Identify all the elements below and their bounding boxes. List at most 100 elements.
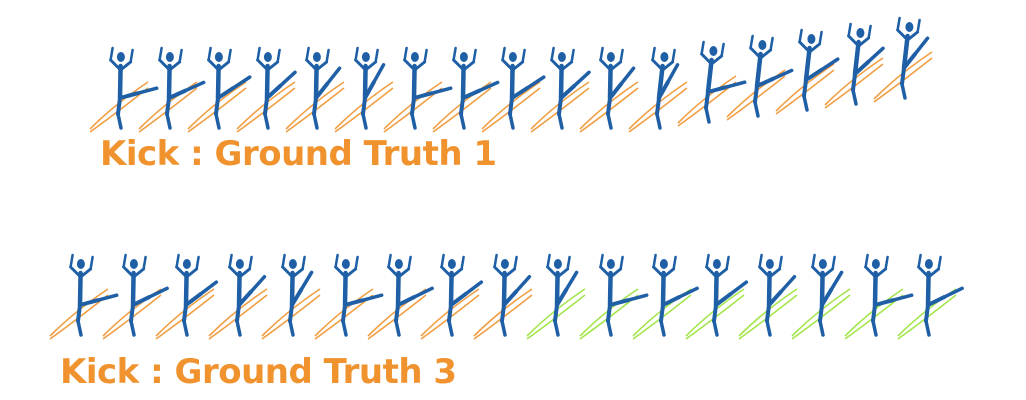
limb bbox=[896, 28, 910, 42]
limb bbox=[884, 255, 889, 271]
limb bbox=[344, 267, 358, 279]
limb bbox=[387, 265, 401, 279]
limb bbox=[608, 81, 624, 100]
limb bbox=[129, 48, 134, 64]
stick-figure bbox=[261, 253, 321, 340]
limb bbox=[758, 253, 763, 269]
limb bbox=[228, 265, 242, 279]
limb bbox=[397, 267, 411, 279]
limb bbox=[394, 319, 401, 337]
head bbox=[214, 52, 223, 62]
limb bbox=[511, 60, 525, 72]
limb bbox=[216, 86, 236, 100]
limb bbox=[493, 253, 498, 269]
head bbox=[508, 52, 517, 62]
limb bbox=[818, 30, 823, 46]
limb bbox=[312, 112, 319, 130]
limb bbox=[76, 319, 83, 337]
head bbox=[660, 52, 669, 62]
limb bbox=[450, 267, 464, 279]
limb bbox=[363, 80, 376, 100]
limb bbox=[570, 48, 575, 64]
limb bbox=[256, 58, 270, 72]
limb bbox=[857, 36, 871, 48]
stick-figure bbox=[334, 46, 394, 133]
limb bbox=[556, 267, 570, 279]
limb bbox=[829, 270, 844, 292]
limb bbox=[452, 46, 457, 62]
limb bbox=[407, 255, 412, 271]
limb bbox=[873, 298, 895, 307]
trail-curve bbox=[824, 57, 884, 106]
limb bbox=[811, 265, 825, 279]
limb bbox=[291, 267, 305, 279]
limb bbox=[831, 255, 836, 271]
limb bbox=[896, 16, 901, 32]
stick-figure bbox=[632, 253, 699, 340]
limb bbox=[749, 34, 754, 50]
limb bbox=[109, 58, 123, 72]
limb bbox=[557, 96, 563, 116]
limb bbox=[503, 267, 517, 279]
limb bbox=[235, 319, 242, 337]
limb bbox=[566, 255, 571, 271]
limb bbox=[263, 112, 270, 130]
limb bbox=[942, 286, 964, 299]
limb bbox=[76, 303, 82, 323]
trail-curve bbox=[775, 63, 835, 112]
head bbox=[312, 52, 321, 62]
head bbox=[871, 259, 880, 269]
limb bbox=[493, 265, 507, 279]
limb bbox=[767, 289, 784, 307]
limb bbox=[410, 96, 416, 116]
limb bbox=[228, 253, 233, 269]
limb bbox=[619, 66, 636, 86]
limb bbox=[525, 75, 546, 90]
limb bbox=[924, 319, 931, 337]
stick-figure bbox=[530, 46, 591, 133]
limb bbox=[341, 319, 348, 337]
limb bbox=[147, 286, 169, 299]
limb bbox=[69, 265, 83, 279]
limb bbox=[553, 303, 559, 323]
limb bbox=[655, 96, 661, 116]
head bbox=[165, 52, 174, 62]
limb bbox=[334, 253, 339, 269]
limb bbox=[396, 295, 417, 307]
limb bbox=[325, 48, 330, 64]
limb bbox=[712, 319, 719, 337]
stick-figure bbox=[579, 253, 649, 340]
limb bbox=[184, 292, 203, 307]
stick-figure bbox=[89, 46, 159, 133]
trail-curve bbox=[481, 81, 541, 130]
limb bbox=[510, 86, 530, 100]
limb bbox=[778, 255, 783, 271]
trail-curve bbox=[334, 81, 394, 130]
head bbox=[288, 259, 297, 269]
limb bbox=[256, 46, 261, 62]
limb bbox=[122, 265, 136, 279]
limb bbox=[423, 48, 428, 64]
limb bbox=[557, 112, 564, 130]
limb bbox=[175, 253, 180, 269]
limb bbox=[198, 280, 219, 296]
trail-curve bbox=[138, 81, 198, 130]
limb bbox=[238, 267, 252, 279]
limb bbox=[753, 84, 759, 104]
trail-curve bbox=[155, 288, 215, 337]
head bbox=[606, 259, 615, 269]
limb bbox=[461, 88, 482, 100]
limb bbox=[672, 255, 677, 271]
limb bbox=[779, 275, 797, 294]
limb bbox=[460, 255, 465, 271]
limb bbox=[927, 267, 941, 279]
limb bbox=[360, 293, 384, 303]
limb bbox=[619, 255, 624, 271]
limb bbox=[354, 46, 359, 62]
limb bbox=[769, 36, 774, 52]
limb bbox=[361, 96, 367, 116]
limb bbox=[118, 91, 140, 100]
limb bbox=[248, 255, 253, 271]
limb bbox=[231, 75, 252, 90]
limb bbox=[802, 78, 808, 98]
